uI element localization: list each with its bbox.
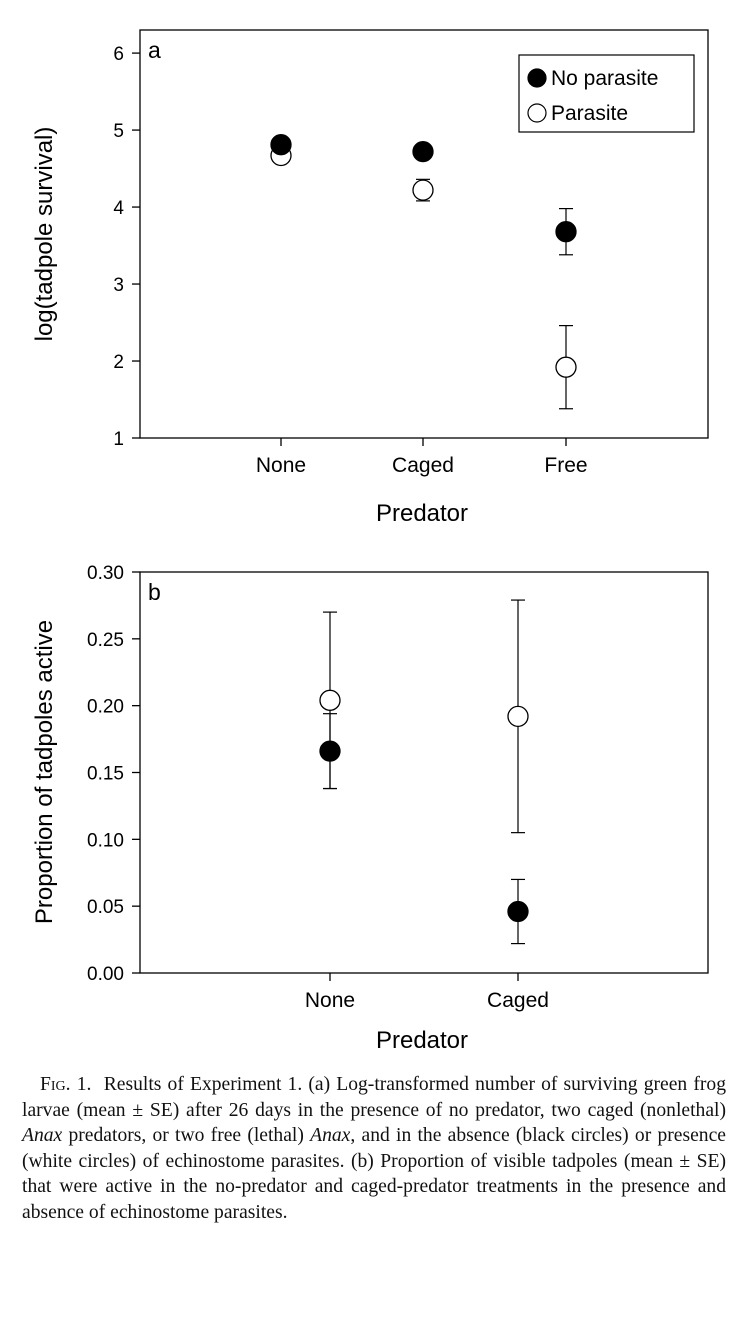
y-tick-label: 0.15	[87, 764, 124, 785]
legend-marker-no-parasite	[527, 68, 547, 88]
x-tick-label-caged: Caged	[392, 454, 454, 477]
caption-fig-number: . 1.	[65, 1074, 92, 1095]
caption-text-2: predators, or two free (lethal)	[62, 1125, 311, 1147]
caption-fig-label: Fig	[40, 1074, 66, 1095]
legend-box	[518, 54, 695, 133]
y-tick-label: 0.10	[87, 830, 124, 851]
data-point-parasite	[412, 179, 434, 201]
caption-text-3: , and in the absence (black circles) or …	[22, 1125, 726, 1223]
plot-frame	[139, 29, 709, 439]
data-point-no-parasite	[412, 140, 434, 163]
y-tick-label: 2	[113, 352, 124, 373]
legend: No parasite Parasite	[518, 54, 695, 133]
data-point-no-parasite	[319, 740, 341, 762]
x-tick-label-none: None	[305, 989, 355, 1012]
y-tick-label: 6	[113, 44, 124, 65]
x-tick-label-none: None	[256, 454, 306, 477]
y-tick-label: 0.05	[87, 897, 124, 918]
y-tick-label: 5	[113, 121, 124, 142]
data-marks	[270, 134, 577, 410]
figure-caption: Fig. 1. Results of Experiment 1. (a) Log…	[22, 1072, 726, 1226]
caption-text-1: Results of Experiment 1. (a) Log-transfo…	[22, 1074, 727, 1121]
data-point-no-parasite	[270, 134, 292, 156]
y-axis-ticks: 1 2 3 4 5 6	[113, 44, 140, 450]
y-tick-label: 0.00	[87, 964, 124, 985]
panel-label: a	[148, 37, 161, 63]
y-tick-label: 0.30	[87, 563, 124, 584]
legend-marker-parasite	[527, 103, 547, 123]
caption-anax-1: Anax	[22, 1125, 63, 1147]
y-tick-label: 4	[113, 198, 124, 219]
data-point-parasite	[555, 356, 577, 378]
panel-label: b	[148, 579, 161, 605]
data-point-no-parasite	[507, 900, 529, 923]
x-axis-label: Predator	[376, 500, 468, 527]
x-tick-label-caged: Caged	[487, 989, 549, 1012]
y-axis-label: log(tadpole survival)	[31, 127, 58, 342]
data-point-parasite	[507, 705, 529, 728]
legend-label-no-parasite: No parasite	[551, 67, 658, 90]
y-tick-label: 0.20	[87, 697, 124, 718]
plot-frame	[139, 571, 709, 974]
data-marks	[319, 599, 529, 945]
y-tick-label: 3	[113, 275, 124, 296]
panel-b-chart: b Proportion of tadpoles active Predator…	[31, 563, 709, 1054]
data-point-parasite	[319, 689, 341, 711]
legend-label-parasite: Parasite	[551, 102, 628, 125]
x-axis-label: Predator	[376, 1027, 468, 1054]
y-axis-ticks: 0.00 0.05 0.10 0.15 0.20 0.25 0.30	[87, 563, 140, 985]
x-tick-label-free: Free	[544, 454, 587, 477]
x-axis-ticks: None Caged	[305, 973, 549, 1012]
panel-a-chart: a log(tadpole survival) Predator 123456 …	[31, 29, 709, 527]
data-point-no-parasite	[555, 221, 577, 243]
y-tick-label: 1	[113, 429, 124, 450]
figure: a log(tadpole survival) Predator 123456 …	[31, 29, 709, 1054]
y-tick-label: 0.25	[87, 630, 124, 651]
x-axis-ticks: None Caged Free	[256, 438, 588, 477]
caption-anax-2: Anax	[310, 1125, 351, 1147]
y-axis-label: Proportion of tadpoles active	[31, 620, 58, 924]
